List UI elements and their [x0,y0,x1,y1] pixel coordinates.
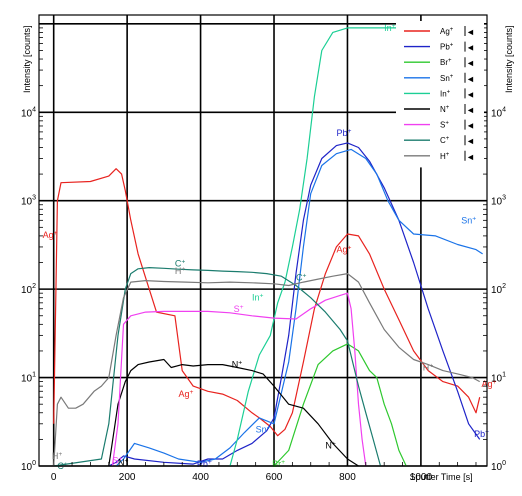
x-tick-label: 200 [119,472,136,483]
series-line-c [53,267,382,467]
y-axis-title-left: Intensity [counts] [22,25,32,93]
legend-label: Sn+ [440,74,454,83]
series-line-pb [108,142,481,467]
legend-label: In+ [440,89,451,98]
series-label-ag: Ag+ [336,245,351,255]
legend-marker-icon: ◄ [466,152,475,162]
series-label-s: S+ [234,304,244,314]
series-label-pb: Pb+ [197,459,212,469]
y-tick-label-right: 104 [491,106,506,119]
series-label-n: N+ [325,441,336,451]
series-label-h: H+ [52,451,63,461]
series-label-n: N+ [232,360,243,370]
series-label-br: Br+ [272,459,285,469]
series-label-pb: Pb+ [336,128,351,138]
legend-marker-icon: ◄ [466,43,475,53]
series-annotations: Ag+ Ag+ Ag+ Ag+ Pb+ Pb+ Pb+ Br+ Sn+ Sn+ In+ In+ N+ N+… [43,23,497,471]
x-tick-label: 800 [339,472,356,483]
series-line-sn [115,148,483,467]
legend-label: C+ [440,136,450,145]
series-label-c: C+ [175,258,186,268]
series-label-in: In+ [252,293,264,303]
axis-ticks: 0 200 400 600 800 1000 100 100 101 101 102 102 103 10… [21,27,506,483]
legend-label: Pb+ [440,43,454,52]
legend-marker-icon: ◄ [466,74,475,84]
legend-label: H+ [440,152,450,161]
y-tick-label-left: 103 [21,195,36,208]
series-line-in [229,27,484,467]
series-label-h: H+ [175,266,186,276]
legend-label: Br+ [440,58,452,67]
x-axis-title: Sputter Time [s] [410,472,473,482]
series-lines [53,27,484,467]
legend-label: Ag+ [440,27,454,36]
series-label-c: C+ [296,273,307,283]
x-tick-label: 400 [192,472,209,483]
x-tick-label: 0 [51,472,57,483]
x-tick-label: 600 [266,472,283,483]
series-label-s: S+ [112,456,122,466]
series-line-br [273,343,407,467]
x-tick-label: 1000 [410,472,433,483]
legend-marker-icon: ◄ [466,58,475,68]
series-label-h: H+ [423,362,434,372]
plot-frame [38,14,488,467]
y-tick-label-right: 103 [491,195,506,208]
y-tick-label-left: 102 [21,283,36,296]
series-line-n [108,358,359,467]
legend-marker-icon: ◄ [466,89,475,99]
series-line-s [111,292,367,467]
y-tick-label-left: 104 [21,106,36,119]
legend-marker-icon: ◄ [466,136,475,146]
y-tick-label-right: 101 [491,372,506,385]
y-axis-title-right: Intensity [counts] [504,25,514,93]
series-line-ag [53,168,481,437]
y-tick-label-left: 100 [21,460,36,473]
series-label-ag: Ag+ [179,389,194,399]
legend-marker-icon: ◄ [466,105,475,115]
legend-label: S+ [440,121,449,130]
plot-border [38,14,488,467]
legend-marker-icon: ◄ [466,121,475,131]
series-label-n: N+ [118,457,129,467]
series-label-sn: Sn+ [461,215,476,225]
legend-marker-icon: ◄ [466,27,475,37]
series-label-ag: Ag+ [43,230,58,240]
y-tick-label-right: 102 [491,283,506,296]
series-label-sn: Sn+ [256,424,271,434]
y-tick-label-left: 101 [21,372,36,385]
legend-label: N+ [440,105,450,114]
series-line-h [53,273,480,467]
legend-box [396,21,484,168]
series-label-in: In+ [384,23,396,33]
y-tick-label-right: 100 [491,460,506,473]
legend: Ag+ ◄ Pb+ ◄ Br+ ◄ Sn+ ◄ In+ ◄ N+ ◄ S+ ◄ C+ ◄ H+ ◄ [396,21,484,168]
